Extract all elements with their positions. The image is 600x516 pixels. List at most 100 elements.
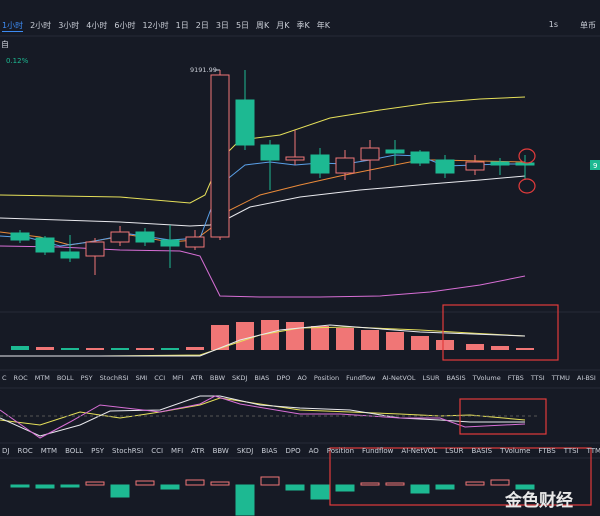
indicator-tab[interactable]: StochRSI bbox=[112, 447, 144, 455]
volume-bar bbox=[466, 344, 484, 350]
toolbar-right: 1s 单币 bbox=[549, 20, 596, 31]
indicator-tab[interactable]: SKDJ bbox=[232, 374, 248, 382]
volume-bar bbox=[261, 320, 279, 350]
timeframe-button[interactable]: 1日 bbox=[175, 21, 189, 30]
candle-body bbox=[410, 151, 430, 164]
middle-band bbox=[0, 175, 526, 227]
indicator-tab[interactable]: Position bbox=[326, 447, 355, 455]
indicator-tab[interactable]: DJ bbox=[2, 447, 10, 455]
indicator-tabs: DJ ROC MTM BOLL PSY StochRSI CCI MFI ATR BBW SKDJ B… bbox=[2, 447, 600, 455]
osc-line3 bbox=[0, 395, 526, 439]
indicator-tab[interactable]: TTSI bbox=[530, 374, 545, 382]
indicator-tab[interactable]: Fundflow bbox=[346, 374, 376, 382]
indicator-tab[interactable]: MTM bbox=[40, 447, 58, 455]
indicator-tab[interactable]: MTM bbox=[34, 374, 50, 382]
timeframe-button[interactable]: 2小时 bbox=[30, 21, 52, 30]
indicator-tab[interactable]: Fundflow bbox=[362, 447, 394, 455]
hist-bar bbox=[60, 484, 80, 488]
hist-bar bbox=[435, 484, 455, 490]
indicator-tab[interactable]: MFI bbox=[172, 374, 184, 382]
timeframe-button[interactable]: 5日 bbox=[235, 21, 250, 30]
indicator-tab[interactable]: TVolume bbox=[500, 447, 531, 455]
indicator-tab[interactable]: ATR bbox=[191, 447, 205, 455]
indicator-tab[interactable]: SKDJ bbox=[236, 447, 254, 455]
hist-bar bbox=[385, 482, 405, 486]
indicator-tab[interactable]: ATR bbox=[190, 374, 203, 382]
indicator-tab[interactable]: BASIS bbox=[446, 374, 466, 382]
indicator-tab[interactable]: C bbox=[2, 374, 7, 382]
lower-band bbox=[0, 245, 526, 298]
indicator-tab[interactable]: TTMU bbox=[586, 447, 600, 455]
candle-body bbox=[85, 241, 105, 257]
watermark: 金色财经 bbox=[504, 490, 573, 511]
indicator-tab[interactable]: FTBS bbox=[538, 447, 556, 455]
indicator-tab[interactable]: DPO bbox=[285, 447, 301, 455]
candle-body bbox=[110, 231, 130, 243]
volume-bar bbox=[186, 347, 204, 350]
indicator-tab[interactable]: PSY bbox=[80, 374, 93, 382]
highlight-circle bbox=[518, 148, 536, 164]
timeframe-bar: 1小时 2小时 3小时 4小时 6小时 12小时 1日 2日 3日 5日 周K 月K 季K 年K bbox=[2, 20, 330, 32]
volume-bar bbox=[236, 322, 254, 350]
indicator-tab[interactable]: AI-BSI bbox=[576, 374, 596, 382]
last-price: 9 bbox=[593, 162, 597, 170]
timeframe-button[interactable]: 2日 bbox=[195, 21, 209, 30]
toolbar-button[interactable]: 单币 bbox=[580, 21, 596, 30]
hist-bar bbox=[335, 484, 355, 492]
timeframe-button[interactable]: 周K bbox=[256, 21, 270, 30]
highlight-box bbox=[442, 304, 559, 361]
indicator-tab[interactable]: BBW bbox=[212, 447, 229, 455]
candle-body bbox=[285, 156, 305, 161]
highlight-box bbox=[459, 398, 547, 435]
timeframe-button[interactable]: 1小时 bbox=[2, 21, 24, 32]
indicator-tab[interactable]: BASIS bbox=[471, 447, 493, 455]
indicator-tab[interactable]: BOLL bbox=[65, 447, 84, 455]
timeframe-button[interactable]: 12小时 bbox=[142, 21, 169, 30]
indicator-tab[interactable]: BOLL bbox=[56, 374, 74, 382]
volume-bar bbox=[516, 348, 534, 350]
indicator-tab[interactable]: CCI bbox=[151, 447, 164, 455]
indicator-tab[interactable]: DPO bbox=[276, 374, 291, 382]
timeframe-button[interactable]: 4小时 bbox=[86, 21, 108, 30]
timeframe-button[interactable]: 3日 bbox=[215, 21, 229, 30]
indicator-tab[interactable]: TVolume bbox=[472, 374, 501, 382]
indicator-tab[interactable]: LSUR bbox=[422, 374, 440, 382]
indicator-tab[interactable]: MFI bbox=[171, 447, 184, 455]
hist-bar bbox=[135, 480, 155, 486]
indicator-tab[interactable]: PSY bbox=[91, 447, 105, 455]
indicator-tab[interactable]: BBW bbox=[209, 374, 226, 382]
hist-bar bbox=[310, 484, 330, 500]
header-label: 自 bbox=[1, 39, 9, 49]
indicator-tab[interactable]: ROC bbox=[17, 447, 33, 455]
indicator-tab[interactable]: StochRSI bbox=[99, 374, 129, 382]
indicator-tab[interactable]: TTMU bbox=[551, 374, 570, 382]
timeframe-button[interactable]: 6小时 bbox=[114, 21, 136, 30]
indicator-tab[interactable]: ROC bbox=[13, 374, 28, 382]
timeframe-button[interactable]: 季K bbox=[296, 21, 310, 30]
timeframe-button[interactable]: 月K bbox=[276, 21, 290, 30]
volume-bar bbox=[386, 332, 404, 350]
indicator-tab[interactable]: BIAS bbox=[254, 374, 270, 382]
indicator-tab[interactable]: CCI bbox=[154, 374, 166, 382]
indicator-tab[interactable]: AO bbox=[297, 374, 307, 382]
volume-bar bbox=[111, 348, 129, 350]
indicator-tab[interactable]: LSUR bbox=[445, 447, 464, 455]
timeframe-button[interactable]: 年K bbox=[316, 21, 331, 30]
candle-body bbox=[60, 251, 80, 259]
indicator-tab[interactable]: TTSI bbox=[563, 447, 579, 455]
indicator-tab[interactable]: FTBS bbox=[507, 374, 524, 382]
hist-bar bbox=[110, 484, 130, 498]
indicator-tab[interactable]: Position bbox=[313, 374, 340, 382]
toolbar-button[interactable]: 1s bbox=[548, 20, 558, 29]
hist-bar bbox=[160, 484, 180, 490]
timeframe-button[interactable]: 3小时 bbox=[58, 21, 80, 30]
hist-bar bbox=[410, 484, 430, 494]
indicator-tab[interactable]: BIAS bbox=[261, 447, 278, 455]
hist-bar bbox=[35, 484, 55, 489]
indicator-tab[interactable]: SMI bbox=[135, 374, 148, 382]
indicator-tab[interactable]: AI-NetVOL bbox=[382, 374, 416, 382]
hist-bar bbox=[210, 481, 230, 486]
indicator-tab[interactable]: AO bbox=[308, 447, 319, 455]
volume-bar bbox=[436, 340, 454, 350]
indicator-tab[interactable]: AI-NetVOL bbox=[401, 447, 438, 455]
